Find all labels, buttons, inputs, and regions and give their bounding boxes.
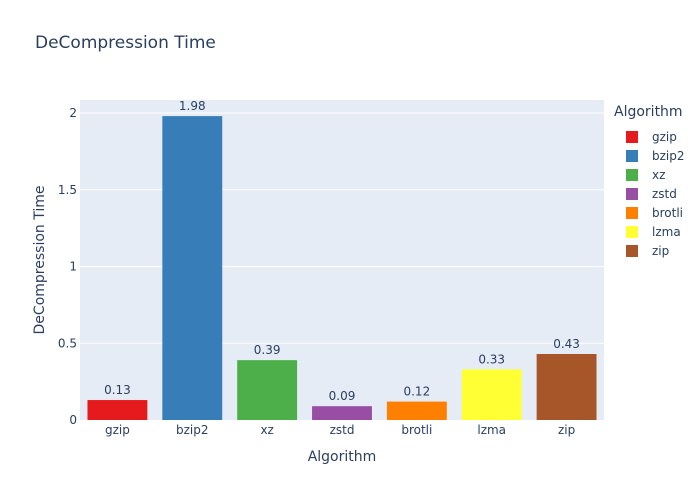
x-tick-lzma: lzma bbox=[477, 423, 506, 437]
bar-zip bbox=[536, 354, 597, 420]
legend-swatch bbox=[626, 206, 638, 219]
legend-item-zip[interactable]: zip bbox=[614, 241, 685, 260]
legend-label: gzip bbox=[652, 129, 677, 144]
bar-bzip2 bbox=[162, 116, 223, 420]
x-tick-brotli: brotli bbox=[401, 423, 432, 437]
x-axis-title: Algorithm bbox=[308, 449, 377, 465]
y-axis-title: DeCompression Time bbox=[32, 186, 48, 335]
legend-swatch bbox=[626, 168, 638, 181]
bar-zstd bbox=[312, 406, 372, 420]
legend-label: zstd bbox=[652, 186, 677, 201]
bar-xz bbox=[237, 360, 298, 420]
bars bbox=[87, 116, 597, 420]
legend-label: bzip2 bbox=[652, 148, 685, 163]
legend-title: Algorithm bbox=[614, 104, 683, 120]
data-label-zstd: 0.09 bbox=[329, 389, 356, 403]
legend: Algorithm gzip bzip2 xz zstd brotli lzma zip bbox=[614, 104, 685, 260]
data-label-xz: 0.39 bbox=[254, 343, 281, 357]
data-label-bzip2: 1.98 bbox=[179, 99, 206, 113]
y-tick-label: 1 bbox=[69, 260, 77, 274]
plot-area bbox=[80, 100, 604, 420]
legend-item-lzma[interactable]: lzma bbox=[614, 222, 685, 241]
y-tick-label: 1.5 bbox=[58, 183, 77, 197]
legend-item-bzip2[interactable]: bzip2 bbox=[614, 146, 685, 165]
legend-swatch bbox=[626, 130, 638, 143]
chart-title: DeCompression Time bbox=[35, 33, 216, 53]
x-tick-zstd: zstd bbox=[330, 423, 355, 437]
data-label-brotli: 0.12 bbox=[403, 385, 430, 399]
legend-swatch bbox=[626, 149, 638, 162]
bar-gzip bbox=[87, 400, 148, 420]
x-tick-xz: xz bbox=[260, 423, 273, 437]
data-label-gzip: 0.13 bbox=[104, 383, 131, 397]
y-tick-label: 2 bbox=[69, 106, 77, 120]
x-axis-ticks: gzip bzip2 xz zstd brotli lzma zip bbox=[105, 423, 575, 437]
legend-swatch bbox=[626, 187, 638, 200]
legend-item-xz[interactable]: xz bbox=[614, 165, 685, 184]
y-tick-label: 0 bbox=[69, 413, 77, 427]
legend-label: lzma bbox=[652, 224, 681, 239]
data-labels: 0.13 1.98 0.39 0.09 0.12 0.33 0.43 bbox=[104, 99, 580, 403]
legend-swatch bbox=[626, 225, 638, 238]
legend-item-brotli[interactable]: brotli bbox=[614, 203, 685, 222]
x-tick-bzip2: bzip2 bbox=[176, 423, 209, 437]
data-label-lzma: 0.33 bbox=[478, 352, 505, 366]
data-label-zip: 0.43 bbox=[553, 337, 580, 351]
y-axis-ticks: 0 0.5 1 1.5 2 bbox=[58, 106, 77, 427]
y-tick-label: 0.5 bbox=[58, 336, 77, 350]
legend-label: brotli bbox=[652, 205, 684, 220]
bar-brotli bbox=[386, 401, 447, 420]
legend-label: xz bbox=[652, 167, 666, 182]
legend-label: zip bbox=[652, 243, 670, 258]
legend-swatch bbox=[626, 244, 638, 257]
legend-item-gzip[interactable]: gzip bbox=[614, 127, 685, 146]
x-tick-zip: zip bbox=[558, 423, 575, 437]
bar-lzma bbox=[461, 369, 522, 420]
legend-item-zstd[interactable]: zstd bbox=[614, 184, 685, 203]
x-tick-gzip: gzip bbox=[105, 423, 130, 437]
